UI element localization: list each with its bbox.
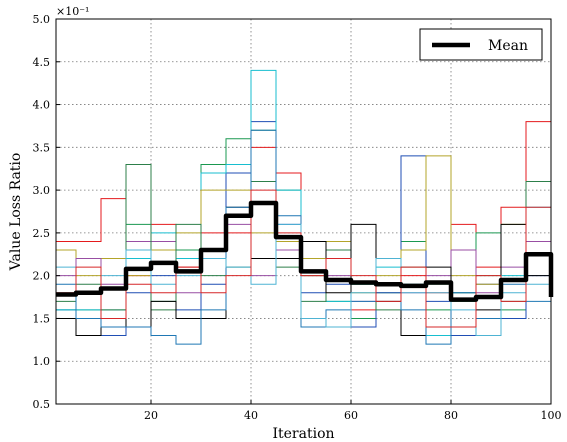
y-tick-label: 2.0 — [33, 270, 51, 283]
x-tick-label: 20 — [144, 409, 158, 422]
y-multiplier-label: ×10⁻¹ — [56, 5, 89, 18]
series-line-2 — [56, 129, 552, 337]
series-line-6 — [56, 223, 552, 302]
y-tick-label: 2.5 — [33, 227, 51, 240]
x-tick-label: 80 — [444, 409, 458, 422]
y-tick-label: 5.0 — [33, 13, 51, 26]
y-axis-label: Value Loss Ratio — [8, 153, 24, 272]
grid — [56, 18, 552, 405]
ticks: 20 40 60 80 100 0.5 1.0 1.5 2.0 2.5 3.0 3.5 4.0 4.5 5.… — [33, 13, 562, 422]
x-axis-label: Iteration — [272, 426, 334, 442]
y-tick-label: 1.0 — [33, 355, 51, 368]
y-tick-label: 1.5 — [33, 312, 51, 325]
plot-frame — [55, 18, 552, 405]
y-tick-label: 3.5 — [33, 141, 51, 154]
series-layer — [56, 69, 552, 362]
y-tick-label: 4.5 — [33, 56, 51, 69]
y-tick-label: 3.0 — [33, 184, 51, 197]
x-tick-label: 100 — [541, 409, 562, 422]
legend: Mean — [419, 28, 543, 61]
series-line-1 — [56, 121, 552, 311]
y-tick-label: 4.0 — [33, 99, 51, 112]
legend-label-mean: Mean — [488, 38, 528, 54]
mean-layer — [56, 200, 554, 302]
series-line-3 — [56, 121, 552, 337]
x-tick-label: 60 — [344, 409, 358, 422]
x-tick-label: 40 — [244, 409, 258, 422]
series-line-mean — [56, 200, 554, 302]
y-tick-label: 0.5 — [33, 398, 51, 411]
